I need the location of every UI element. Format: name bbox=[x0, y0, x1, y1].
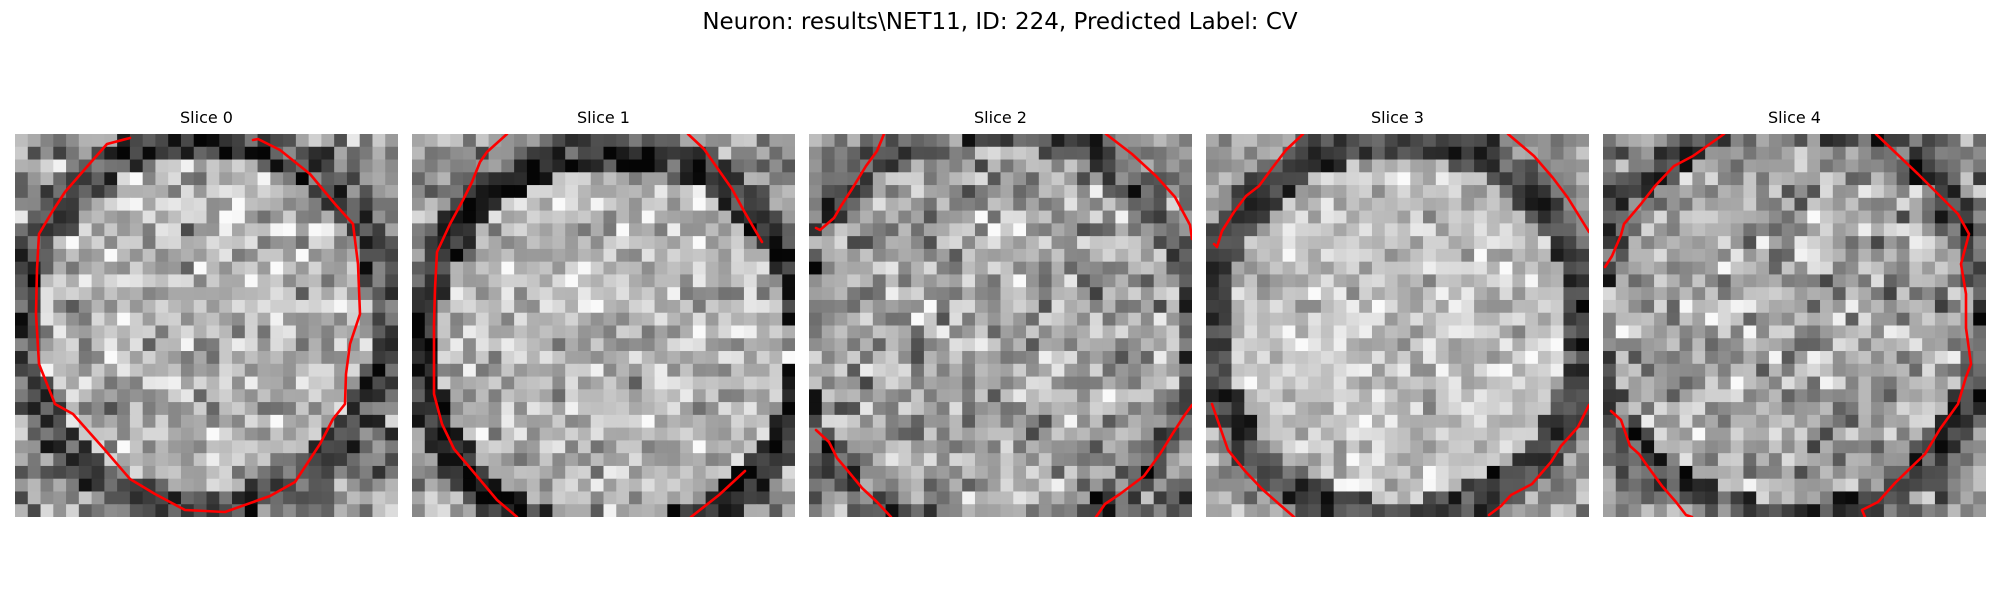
segmentation-contour bbox=[34, 136, 362, 514]
segmentation-contour bbox=[1609, 409, 1694, 517]
slice-image-panel bbox=[412, 134, 795, 517]
segmentation-contour bbox=[689, 469, 747, 517]
segmentation-contour bbox=[432, 134, 519, 517]
segmentation-contour bbox=[1094, 403, 1192, 517]
slice-image-panel bbox=[1206, 134, 1589, 517]
segmentation-contour bbox=[814, 428, 893, 517]
slice-image bbox=[15, 134, 398, 517]
slice-image bbox=[809, 134, 1192, 517]
slice-title: Slice 2 bbox=[974, 108, 1027, 127]
segmentation-contour bbox=[1487, 403, 1589, 517]
segmentation-contour bbox=[1212, 134, 1305, 249]
slice-image-panel bbox=[15, 134, 398, 517]
slice-image bbox=[1603, 134, 1986, 517]
segmentation-contour bbox=[686, 134, 764, 244]
slice-title: Slice 0 bbox=[180, 108, 233, 127]
segmentation-contour bbox=[1506, 134, 1589, 234]
slice-title: Slice 4 bbox=[1768, 108, 1821, 127]
slice-image-panel bbox=[1603, 134, 1986, 517]
slice-title: Slice 3 bbox=[1371, 108, 1424, 127]
slice-image bbox=[412, 134, 795, 517]
segmentation-contour bbox=[1603, 134, 1726, 269]
slice-image bbox=[1206, 134, 1589, 517]
slice-title: Slice 1 bbox=[577, 108, 630, 127]
segmentation-contour bbox=[814, 134, 886, 232]
segmentation-contour bbox=[1860, 134, 1973, 517]
slice-image-panel bbox=[809, 134, 1192, 517]
segmentation-contour bbox=[1210, 402, 1296, 517]
figure-title: Neuron: results\NET11, ID: 224, Predicte… bbox=[702, 9, 1298, 35]
segmentation-contour bbox=[1104, 134, 1192, 241]
